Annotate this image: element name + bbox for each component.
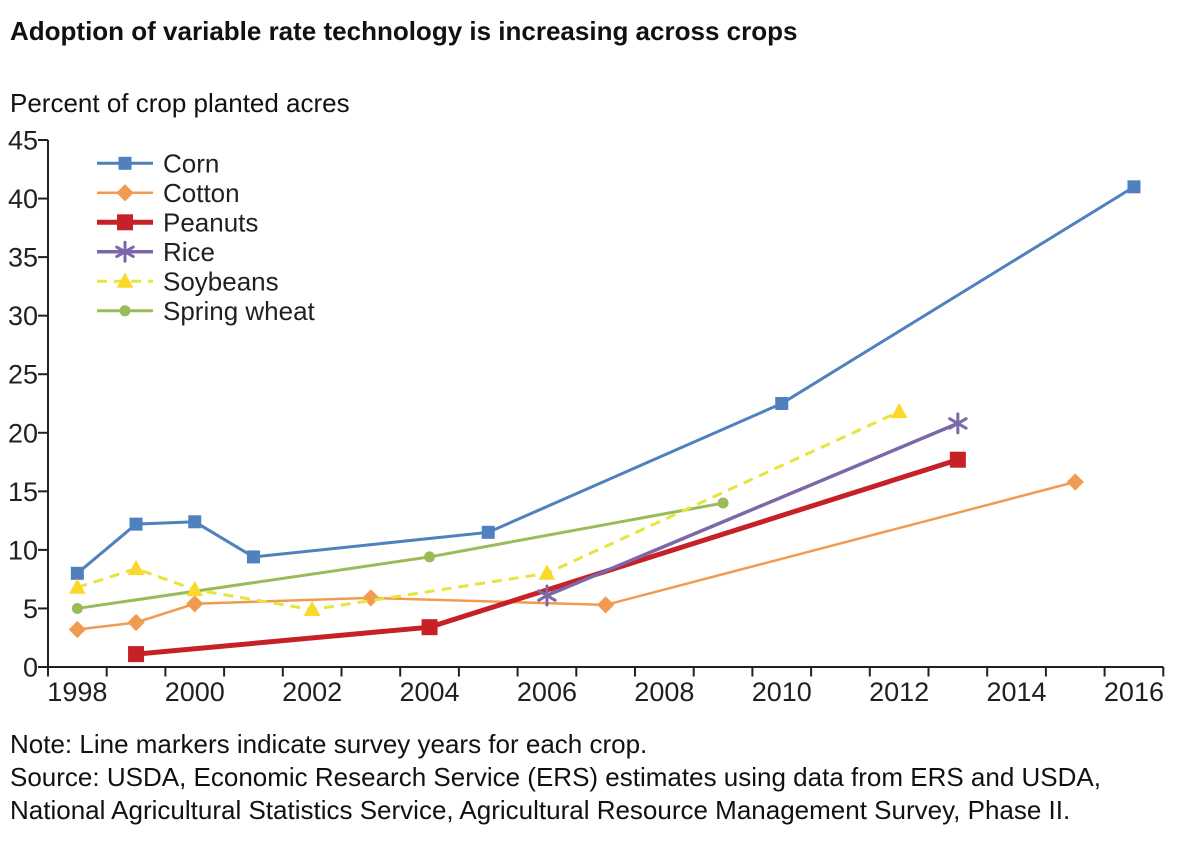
cotton-marker-2000 (186, 595, 204, 613)
legend-label-corn: Corn (163, 148, 219, 178)
legend-label-cotton: Cotton (163, 178, 240, 208)
soybeans-marker-2012 (890, 402, 908, 419)
y-tick-label-45: 45 (8, 126, 38, 156)
x-tick-label-2004: 2004 (400, 677, 460, 707)
legend-item-rice: Rice (97, 237, 215, 267)
x-tick-label-2002: 2002 (282, 677, 342, 707)
legend-marker-cotton (116, 184, 134, 202)
corn-marker-2010 (775, 397, 789, 410)
footnotes: Note: Line markers indicate survey years… (10, 728, 1180, 827)
peanuts-marker-2004 (421, 619, 438, 636)
x-tick-label-2014: 2014 (987, 677, 1047, 707)
corn-marker-2016 (1127, 180, 1141, 194)
legend-item-cotton: Cotton (97, 178, 240, 208)
legend-label-spring-wheat: Spring wheat (163, 296, 316, 326)
series-line-corn (76, 185, 1135, 575)
soybeans-marker-2002 (303, 600, 321, 617)
corn-marker-2000 (188, 515, 202, 529)
legend-label-rice: Rice (163, 237, 215, 267)
peanuts-marker-2013 (949, 451, 966, 468)
x-tick-label-2000: 2000 (165, 677, 225, 707)
y-tick-label-30: 30 (8, 301, 38, 331)
x-tick-label-2010: 2010 (752, 677, 812, 707)
y-tick-label-20: 20 (8, 418, 38, 448)
chart-title: Adoption of variable rate technology is … (10, 16, 798, 46)
legend-label-peanuts: Peanuts (163, 207, 258, 237)
y-tick-label-40: 40 (8, 184, 38, 214)
series-line-cotton (77, 480, 1076, 631)
soybeans-marker-2006 (538, 564, 556, 580)
series-line-soybeans (76, 410, 900, 612)
series-peanuts (128, 451, 966, 663)
soybeans-marker-2000 (186, 580, 204, 597)
cotton-marker-2003 (362, 589, 380, 607)
y-tick-label-5: 5 (23, 594, 38, 624)
legend-item-corn: Corn (97, 148, 219, 178)
y-tick-label-10: 10 (8, 535, 38, 565)
series-line-spring-wheat (77, 501, 724, 610)
corn-marker-2005 (481, 525, 495, 539)
corn-marker-2001 (246, 550, 260, 564)
spring-wheat-marker-1998 (71, 602, 83, 614)
x-tick-label-1998: 1998 (47, 677, 107, 707)
legend-label-soybeans: Soybeans (163, 266, 279, 296)
legend-marker-spring-wheat (119, 305, 131, 317)
soybeans-marker-1999 (127, 559, 145, 576)
legend-marker-rice (115, 240, 135, 263)
series-soybeans (68, 402, 908, 617)
peanuts-marker-1999 (128, 646, 145, 663)
legend-item-peanuts: Peanuts (97, 207, 258, 237)
corn-marker-1999 (129, 517, 143, 531)
x-tick-label-2008: 2008 (634, 677, 694, 707)
x-tick-label-2012: 2012 (869, 677, 929, 707)
rice-marker-2006 (537, 584, 557, 607)
legend-item-spring-wheat: Spring wheat (97, 296, 316, 326)
cotton-marker-2007 (597, 596, 615, 614)
y-tick-label-35: 35 (8, 243, 38, 273)
cotton-marker-2015 (1066, 473, 1084, 491)
x-tick-label-2016: 2016 (1104, 677, 1164, 707)
cotton-marker-1998 (68, 620, 86, 639)
y-tick-label-15: 15 (8, 477, 38, 507)
x-tick-label-2006: 2006 (517, 677, 577, 707)
series-cotton (68, 473, 1084, 639)
legend-marker-soybeans (116, 272, 134, 288)
soybeans-marker-1998 (68, 578, 86, 594)
spring-wheat-marker-2004 (424, 551, 436, 563)
legend-marker-corn (118, 156, 132, 170)
corn-marker-1998 (70, 566, 84, 580)
cotton-marker-1999 (127, 613, 145, 632)
chart-source: Source: USDA, Economic Research Service … (10, 762, 1101, 825)
legend-item-soybeans: Soybeans (97, 266, 279, 296)
series-corn (70, 180, 1141, 580)
y-axis-unit-label: Percent of crop planted acres (10, 88, 350, 118)
chart-note: Note: Line markers indicate survey years… (10, 729, 648, 759)
series-line-rice (546, 421, 959, 598)
legend-marker-peanuts (117, 214, 133, 231)
rice-marker-2013 (948, 412, 968, 435)
series-rice (537, 412, 968, 607)
y-tick-label-0: 0 (23, 653, 38, 683)
spring-wheat-marker-2009 (717, 497, 729, 509)
y-tick-label-25: 25 (8, 360, 38, 390)
